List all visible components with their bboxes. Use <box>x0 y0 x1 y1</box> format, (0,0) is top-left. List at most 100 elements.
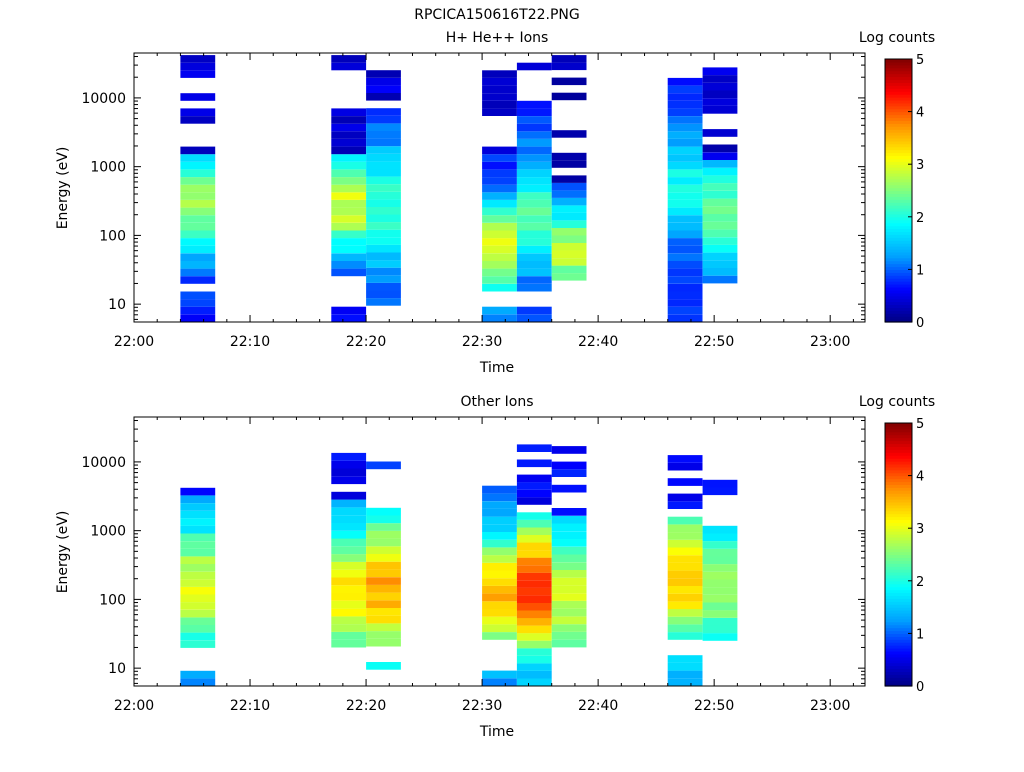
heatmap-cell <box>482 283 517 292</box>
heatmap-cell <box>331 546 367 555</box>
colorbar-segment <box>885 222 912 227</box>
heatmap-cell <box>366 282 401 291</box>
heatmap-cell <box>331 55 367 63</box>
heatmap-cell <box>482 161 517 170</box>
heatmap-cell <box>331 238 367 246</box>
x-axis: 22:00 22:10 22:20 22:30 22:40 22:50 23:00 <box>114 417 854 714</box>
heatmap-cell <box>667 108 703 116</box>
colorbar-segment <box>885 225 912 230</box>
heatmap-cell <box>180 510 216 519</box>
colorbar-segment <box>885 662 912 667</box>
heatmap-cell <box>667 139 703 147</box>
heatmap-cell <box>551 55 587 63</box>
heatmap-cell <box>516 177 552 185</box>
heatmap-cell <box>667 291 703 300</box>
heatmap-cell <box>516 268 552 277</box>
heatmap-cell <box>366 191 401 200</box>
colorbar-segment <box>885 428 912 433</box>
heatmap-cell <box>331 192 367 200</box>
heatmap-cell <box>366 229 401 238</box>
colorbar-segment <box>885 536 912 541</box>
colorbar-segment <box>885 193 912 197</box>
heatmap-cell <box>180 230 216 239</box>
colorbar-segment <box>885 129 912 133</box>
colorbar-segment <box>885 525 912 529</box>
colorbar-segment <box>885 123 912 127</box>
heatmap-cell <box>551 62 587 71</box>
heatmap-cell <box>667 261 703 269</box>
heatmap-cell <box>551 190 587 198</box>
heatmap-cell <box>482 177 517 185</box>
heatmap-cell <box>366 569 401 578</box>
heatmap-cell <box>516 169 552 178</box>
colorbar-segment <box>885 96 912 101</box>
heatmap-cell <box>516 184 552 193</box>
heatmap-cell <box>516 276 552 284</box>
colorbar-segment <box>885 120 912 124</box>
heatmap-cell <box>366 115 401 124</box>
figure-title: RPCICA150616T22.PNG <box>414 7 579 23</box>
colorbar-segment <box>885 213 912 218</box>
heatmap-cell <box>702 594 738 603</box>
colorbar-segment <box>885 196 912 200</box>
colorbar-segment <box>885 301 912 306</box>
colorbar-segment <box>885 554 912 559</box>
colorbar-segment <box>885 545 912 550</box>
heatmap-cell <box>331 253 367 261</box>
heatmap-cell <box>516 519 552 528</box>
heatmap-cell <box>180 70 216 78</box>
heatmap-cell <box>551 182 587 191</box>
y-axis-label: Energy (eV) <box>55 147 71 230</box>
heatmap-cell <box>180 215 216 223</box>
panel-other-ions: Other Ions 22:00 22:10 22:20 22:30 22:40 22:5… <box>55 394 935 740</box>
colorbar-segment <box>885 446 912 450</box>
colorbar-segment <box>885 99 912 104</box>
heatmap-cell <box>180 556 216 564</box>
heatmap-cell <box>366 561 401 570</box>
heatmap-cell <box>702 487 738 496</box>
heatmap-cell <box>180 276 216 284</box>
heatmap-cell <box>551 577 587 586</box>
heatmap-cell <box>702 129 738 137</box>
heatmap-cell <box>331 215 367 223</box>
heatmap-cell <box>667 462 703 471</box>
colorbar-segment <box>885 111 912 116</box>
heatmap-cell <box>366 214 401 223</box>
colorbar-segment <box>885 633 912 637</box>
heatmap-cell <box>702 198 738 207</box>
heatmap-cell <box>482 555 517 563</box>
heatmap-cell <box>551 273 587 281</box>
colorbar-segment <box>885 615 912 620</box>
heatmap-cell <box>516 542 552 551</box>
heatmap-cell <box>180 268 216 277</box>
heatmap-cell <box>482 100 517 109</box>
heatmap-cell <box>702 106 738 114</box>
heatmap-cell <box>366 131 401 139</box>
heatmap-cell <box>482 306 517 315</box>
heatmap-cell <box>366 275 401 283</box>
colorbar-segment <box>885 431 912 436</box>
colorbar-segment <box>885 234 912 238</box>
heatmap-cell <box>667 524 703 533</box>
heatmap-cell <box>331 507 367 516</box>
heatmap-cell <box>331 569 367 578</box>
heatmap-cell <box>551 235 587 243</box>
heatmap-cell <box>702 75 738 83</box>
heatmap-cell <box>702 98 738 106</box>
heatmap-cell <box>482 624 517 633</box>
heatmap-cell <box>482 539 517 548</box>
heatmap-cell <box>180 192 216 200</box>
colorbar-segment <box>885 149 912 154</box>
heatmap-cell <box>366 584 401 593</box>
heatmap-cell <box>702 268 738 276</box>
colorbar-segment <box>885 618 912 623</box>
colorbar-segment <box>885 557 912 561</box>
heatmap-cell <box>482 253 517 261</box>
heatmap-cell <box>516 655 552 664</box>
y-tick-label: 10000 <box>81 91 126 107</box>
colorbar-segment <box>885 281 912 285</box>
x-tick-label: 22:10 <box>230 334 270 350</box>
colorbar-segment <box>885 601 912 605</box>
colorbar-tick-label: 4 <box>916 470 924 485</box>
